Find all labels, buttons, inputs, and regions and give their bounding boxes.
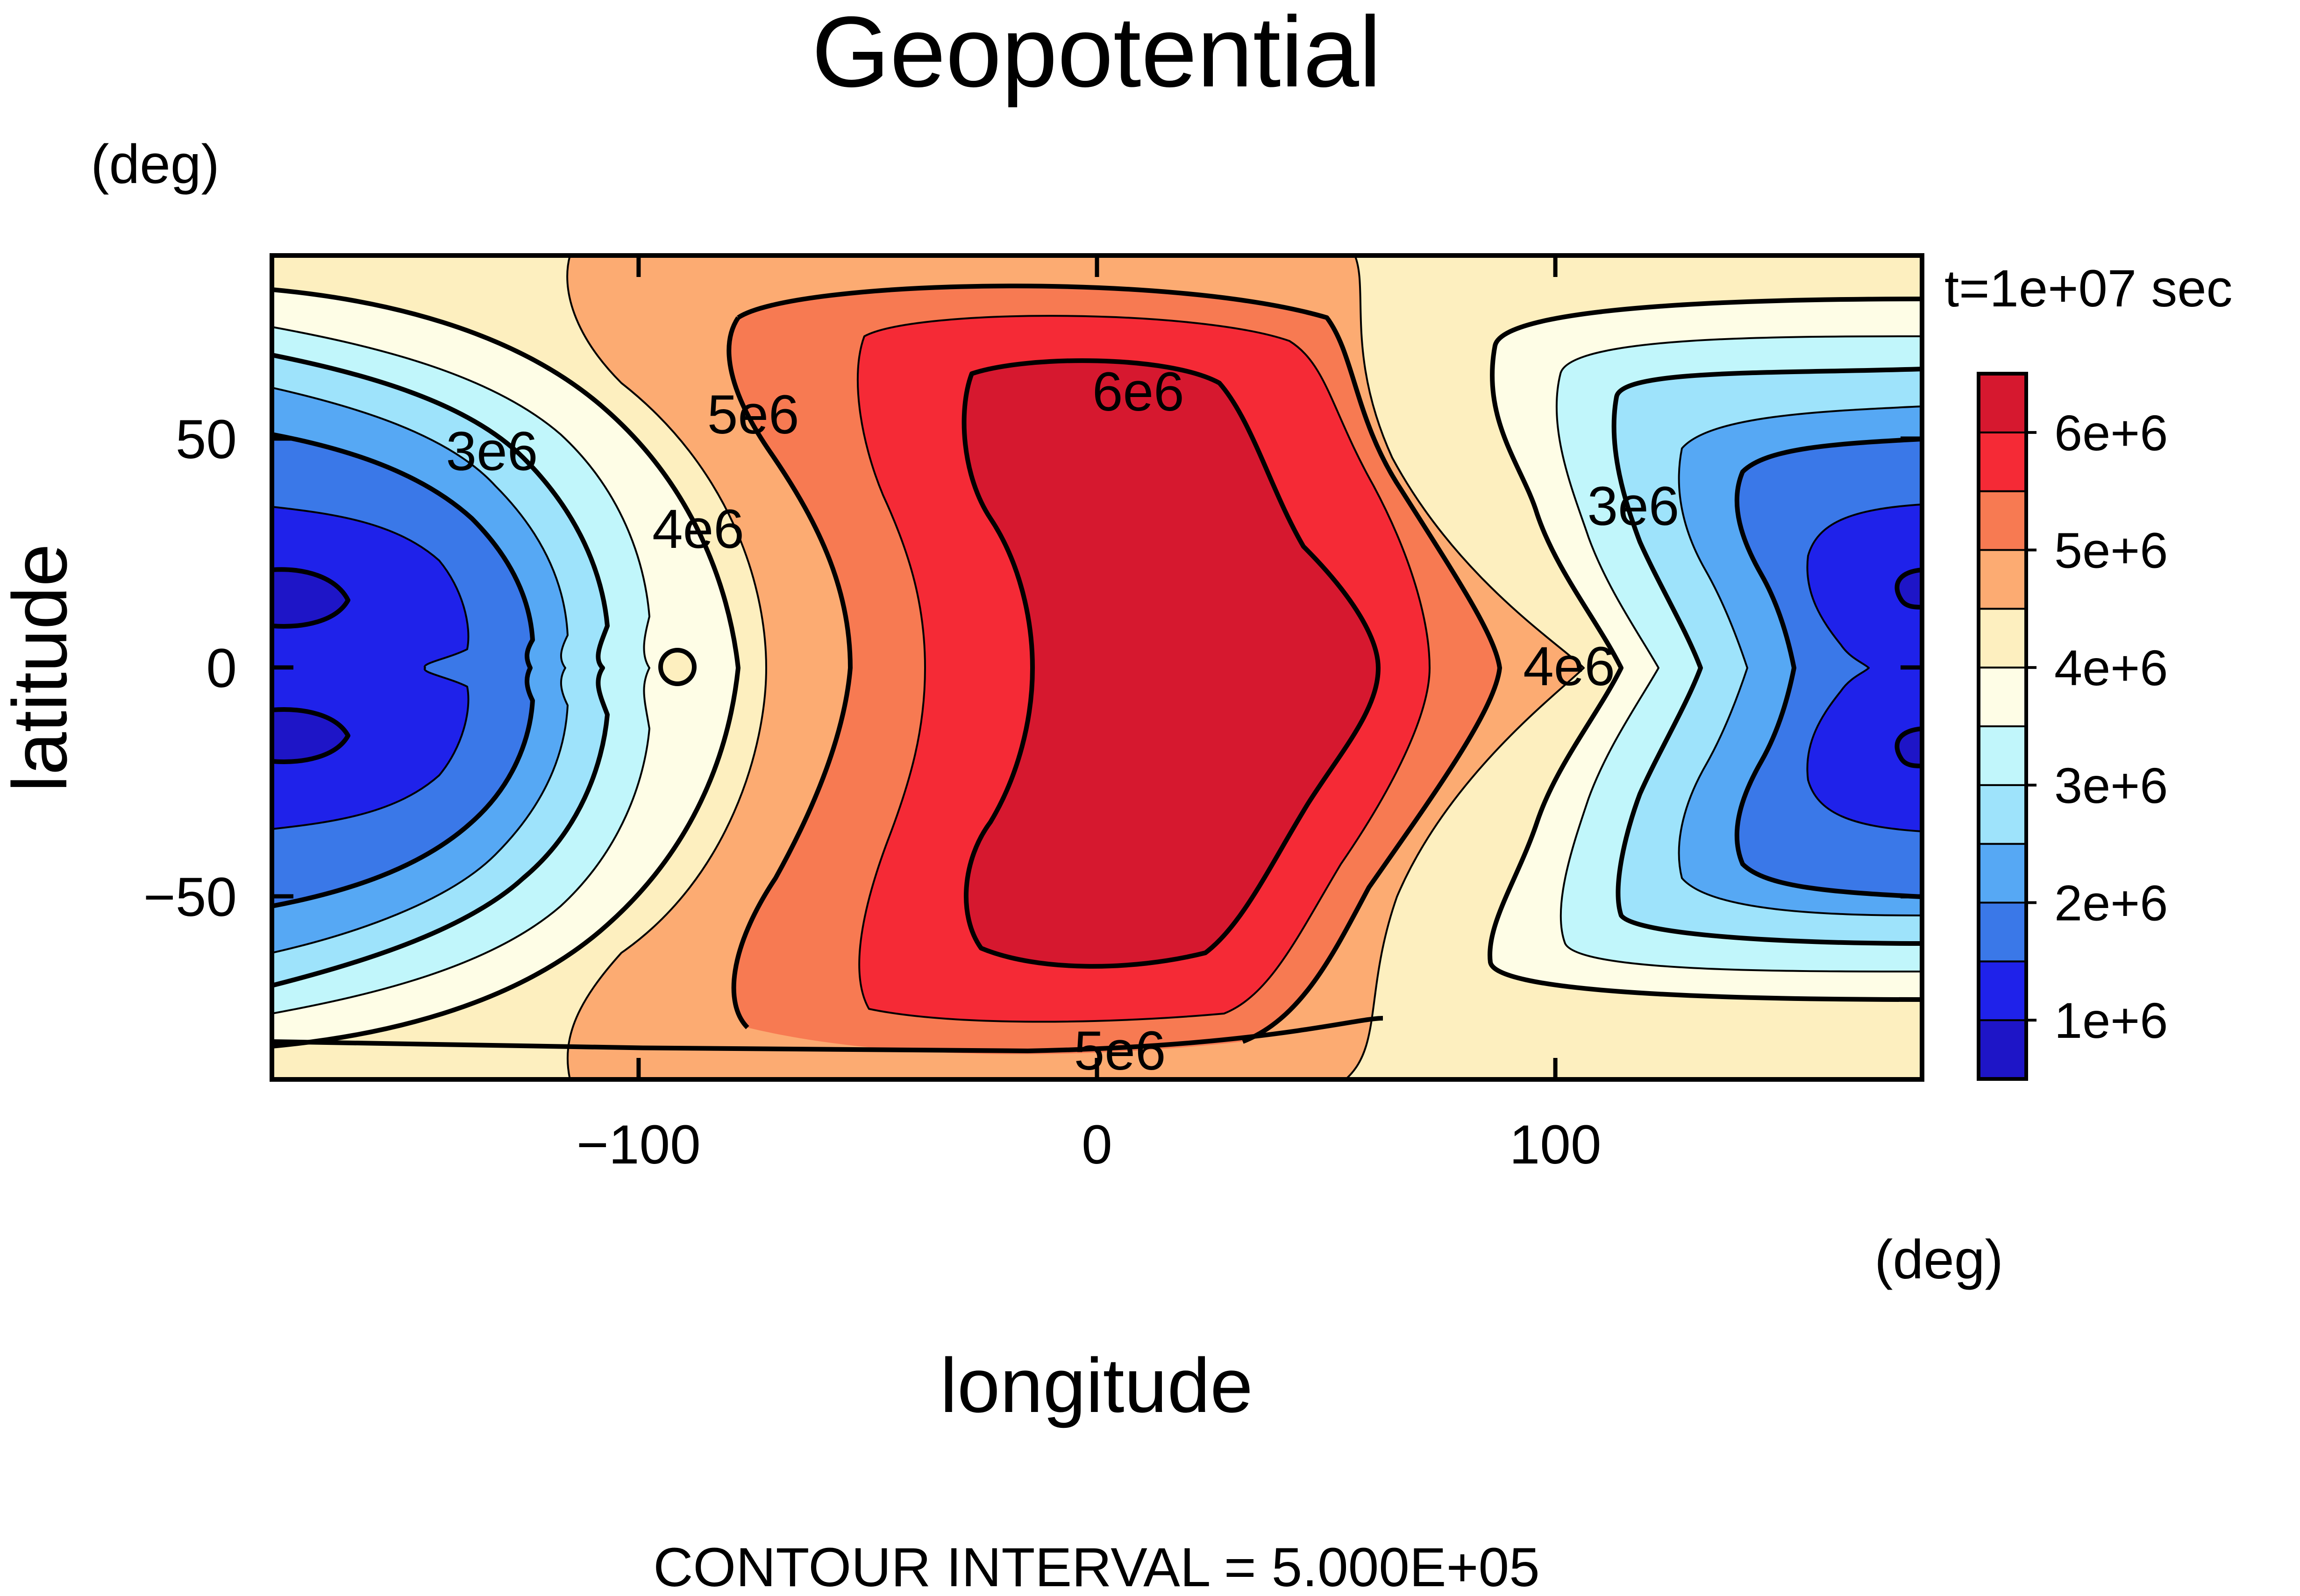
contour-line [961,358,1381,969]
y-tick-label: 50 [176,409,237,470]
contour-line [1678,405,1922,916]
contour-line [1734,437,1922,899]
contour-label: 3e6 [446,420,538,482]
chart-title: Geopotential [812,0,1381,108]
colorbar-swatch [1978,725,2027,786]
fill-low-right-south [1897,729,1922,766]
fill-low-right-north [1897,570,1922,607]
colorbar-swatch [1978,549,2027,610]
y-tick-labels: −50 0 50 [143,409,237,928]
fill-6e6-high [964,361,1378,966]
colorbar-swatch [1978,431,2027,492]
contour-line [1345,255,1585,1079]
colorbar-swatch [1978,901,2027,963]
contour-line [272,353,610,988]
contour-line [272,387,569,954]
contour-line [726,316,853,1029]
fill-low-left-north [272,569,348,626]
contour-line [272,506,470,830]
contour-label: 5e6 [707,384,799,446]
x-tick-label: −100 [577,1114,701,1176]
contour-line [272,567,350,629]
contour-line [272,326,650,1014]
y-tick-label: −50 [143,866,237,928]
y-axis-units: (deg) [91,134,219,195]
contour-line [1555,335,1922,972]
colorbar-swatch [1978,608,2027,669]
colorbar-swatch [1978,784,2027,845]
contour-fills [272,255,1922,1079]
contour-label: 4e6 [652,498,744,560]
colorbar-frame [1977,372,2028,1081]
contour-line [272,432,535,908]
contour-labels: 3e6 4e6 5e6 6e6 5e6 3e6 4e6 [446,361,1679,1082]
colorbar-swatch [1978,373,2027,433]
colorbar-swatch [1978,667,2027,727]
contour-interval-note: CONTOUR INTERVAL = 5.000E+05 [653,1537,1540,1596]
contour-lines [272,255,1922,1079]
colorbar-swatch [1978,960,2027,1021]
contour-line [272,287,741,1049]
x-tick-labels: −100 0 100 [577,1114,1602,1176]
contour-line [272,707,350,764]
colorbar-tick-label: 3e+6 [2054,757,2168,814]
x-tick-label: 0 [1082,1114,1112,1176]
y-axis-label: latitude [0,544,83,792]
x-tick-label: 100 [1510,1114,1602,1176]
contour-line [566,255,767,1079]
contour-line [737,284,1502,1044]
y-tick-label: 0 [206,638,237,699]
colorbar-swatch [1978,843,2027,904]
colorbar-swatch [1978,490,2027,551]
contour-line [1488,297,1922,1002]
x-axis-label: longitude [940,1342,1253,1428]
contour-line [856,315,1431,1023]
colorbar: 1e+6 2e+6 3e+6 4e+6 5e+6 6e+6 [1977,372,2168,1081]
fill-1e6-1.5e6-right [1807,504,1922,831]
colorbar-swatch [1978,1019,2027,1080]
contour-line [658,648,697,686]
x-axis-units: (deg) [1874,1229,2003,1291]
plot-area: 3e6 4e6 5e6 6e6 5e6 3e6 4e6 [270,253,1924,1082]
contour-line [1894,567,1922,610]
contour-line [1806,504,1922,832]
contour-label: 4e6 [1523,636,1615,697]
fill-low-left-south [272,709,348,762]
contour-line [1611,367,1922,946]
colorbar-tick-label: 6e+6 [2054,404,2168,461]
contour-label: 6e6 [1092,361,1184,423]
colorbar-tick-label: 4e+6 [2054,639,2168,696]
colorbar-tick-label: 2e+6 [2054,875,2168,931]
axis-ticks [272,255,1922,1079]
contour-label: 5e6 [1074,1020,1166,1082]
time-label: t=1e+07 sec [1944,259,2233,318]
contour-line [1894,726,1922,768]
contour-label: 3e6 [1587,475,1679,537]
contour-line [272,1016,1383,1053]
colorbar-tick-label: 5e+6 [2054,522,2168,579]
colorbar-tick-label: 1e+6 [2054,992,2168,1049]
